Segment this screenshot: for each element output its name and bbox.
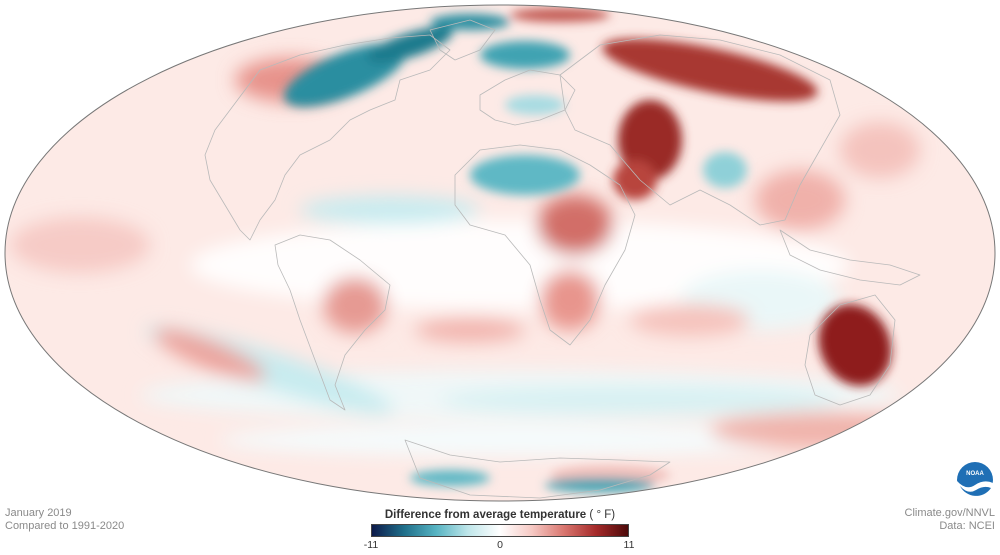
asia-outline (559, 34, 841, 226)
australia-outline (804, 294, 896, 406)
africa-outline (454, 144, 636, 346)
period-label: January 2019 (5, 507, 72, 519)
credit-label: Climate.gov/NNVL (904, 507, 995, 519)
cold-patch-greenland-sea (430, 14, 510, 30)
southeast-asia-outline (779, 229, 921, 286)
warm-patch-indian-ocean (630, 304, 750, 336)
cold-patch-antarctica-west (410, 470, 490, 486)
noaa-logo-icon: NOAA (956, 462, 993, 499)
cold-patch-europe (505, 95, 565, 115)
legend-min-tick: -11 (363, 539, 379, 551)
legend-title: Difference from average temperature ( ° … (0, 509, 1000, 521)
neutral-band-southern-ocean (220, 424, 820, 456)
data-source-label: Data: NCEI (939, 520, 995, 532)
warm-patch-east-pacific (10, 217, 150, 273)
cool-band-north-atlantic (300, 196, 480, 224)
legend-max-tick: 11 (623, 539, 635, 551)
map-caption: January 2019 Compared to 1991-2020 (5, 507, 124, 533)
warm-patch-southern-africa (540, 270, 600, 330)
warm-patch-middle-east (618, 100, 682, 180)
temperature-anomaly-map (4, 4, 996, 502)
cold-patch-sahara (470, 155, 580, 195)
north-america-outline (204, 34, 451, 241)
greenland-outline (429, 19, 496, 61)
cool-band-south-atlantic (440, 386, 840, 414)
warm-patch-north-pacific (840, 122, 920, 178)
warm-patch-south-atlantic (415, 318, 525, 342)
legend-title-text: Difference from average temperature (384, 509, 587, 521)
legend-unit: ( ° F) (589, 509, 616, 521)
cold-patch-central-asia (703, 152, 747, 188)
cold-patch-scandinavia (480, 41, 570, 69)
color-scale-bar (371, 524, 629, 537)
warm-patch-arabia (613, 160, 657, 200)
warm-patch-australia (818, 304, 892, 386)
globe-outline (4, 4, 996, 502)
warm-patch-south-america (323, 277, 387, 333)
south-america-outline (274, 234, 391, 411)
map-credits: Climate.gov/NNVL Data: NCEI (905, 507, 995, 533)
antarctica-outline (404, 439, 671, 499)
warm-patch-arctic (510, 8, 610, 22)
noaa-logo-text: NOAA (966, 471, 984, 477)
warm-patch-africa (537, 195, 613, 255)
legend-mid-tick: 0 (497, 539, 503, 551)
warm-patch-south-asia (755, 170, 845, 230)
warm-patch-siberia (602, 38, 818, 102)
warm-patch-south-pacific (154, 329, 266, 381)
baseline-label: Compared to 1991-2020 (5, 520, 125, 532)
